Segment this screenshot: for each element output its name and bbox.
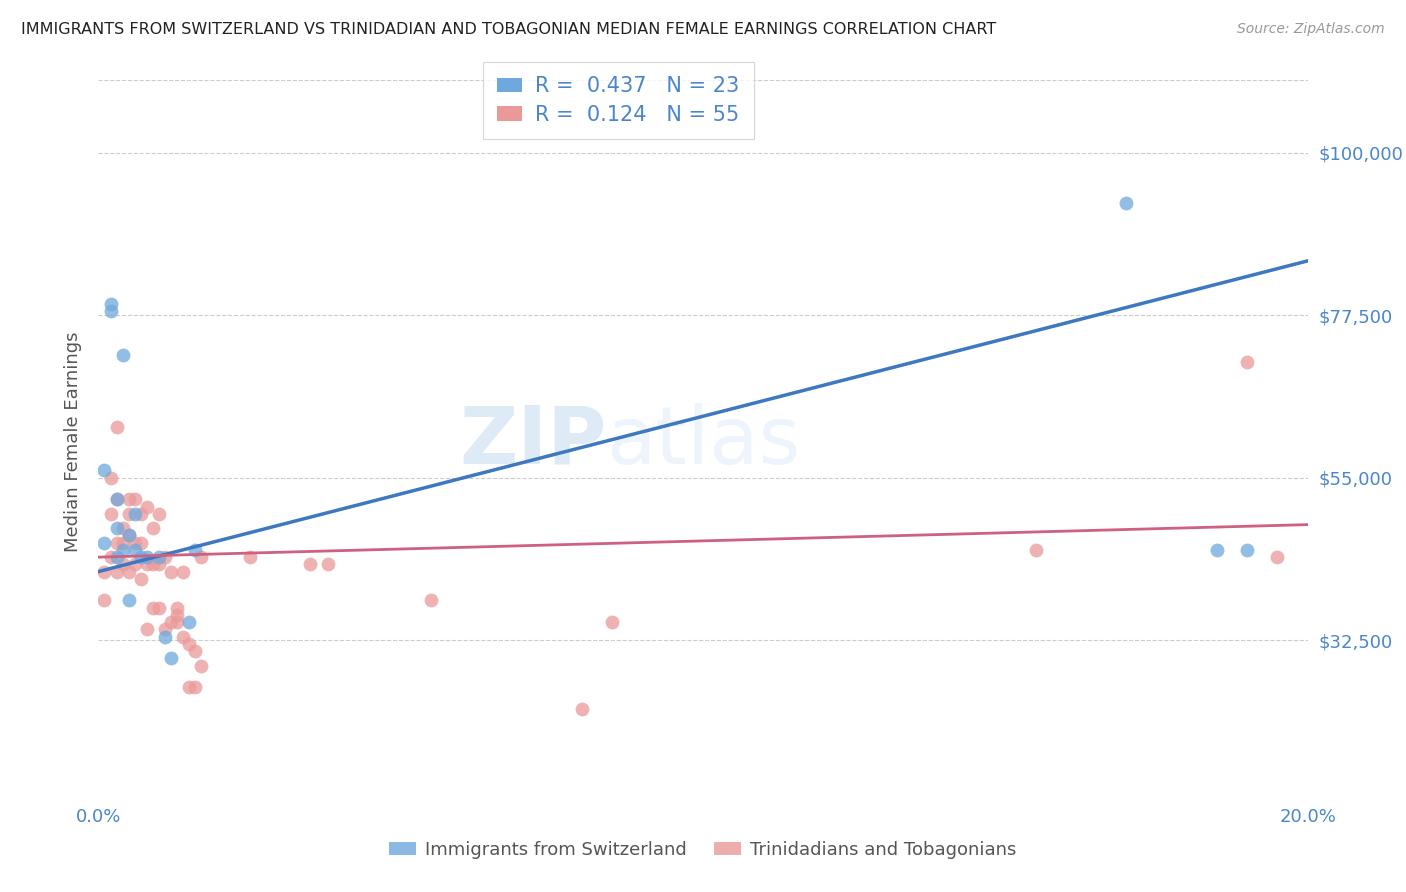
Point bbox=[571, 702, 593, 716]
Point bbox=[105, 565, 128, 579]
Point bbox=[190, 550, 212, 565]
Point bbox=[124, 542, 146, 557]
Point bbox=[172, 630, 194, 644]
Point bbox=[111, 348, 134, 362]
Point bbox=[148, 550, 170, 565]
Point bbox=[129, 572, 152, 586]
Text: IMMIGRANTS FROM SWITZERLAND VS TRINIDADIAN AND TOBAGONIAN MEDIAN FEMALE EARNINGS: IMMIGRANTS FROM SWITZERLAND VS TRINIDADI… bbox=[21, 22, 997, 37]
Point bbox=[239, 550, 262, 565]
Text: Source: ZipAtlas.com: Source: ZipAtlas.com bbox=[1237, 22, 1385, 37]
Point bbox=[100, 304, 122, 318]
Point bbox=[100, 470, 122, 484]
Point bbox=[1024, 542, 1046, 557]
Point bbox=[160, 565, 183, 579]
Point bbox=[105, 535, 128, 549]
Point bbox=[166, 615, 188, 630]
Point bbox=[129, 535, 152, 549]
Point bbox=[1236, 355, 1258, 369]
Point bbox=[179, 615, 201, 630]
Point bbox=[93, 565, 115, 579]
Point bbox=[118, 565, 141, 579]
Point bbox=[105, 420, 128, 434]
Point bbox=[118, 507, 141, 521]
Y-axis label: Median Female Earnings: Median Female Earnings bbox=[65, 331, 83, 552]
Point bbox=[111, 558, 134, 572]
Point bbox=[166, 607, 188, 622]
Point bbox=[135, 550, 157, 565]
Point bbox=[124, 535, 146, 549]
Point bbox=[111, 521, 134, 535]
Legend: Immigrants from Switzerland, Trinidadians and Tobagonians: Immigrants from Switzerland, Trinidadian… bbox=[389, 841, 1017, 859]
Point bbox=[420, 593, 443, 607]
Point bbox=[135, 623, 157, 637]
Point bbox=[118, 593, 141, 607]
Point bbox=[118, 528, 141, 542]
Point bbox=[105, 492, 128, 507]
Point bbox=[160, 615, 183, 630]
Point bbox=[142, 600, 165, 615]
Point bbox=[316, 558, 339, 572]
Point bbox=[153, 550, 176, 565]
Point bbox=[1236, 542, 1258, 557]
Point bbox=[184, 644, 207, 658]
Point bbox=[1206, 542, 1229, 557]
Point bbox=[179, 637, 201, 651]
Point bbox=[111, 542, 134, 557]
Point bbox=[190, 658, 212, 673]
Point bbox=[148, 600, 170, 615]
Point bbox=[100, 507, 122, 521]
Point bbox=[124, 558, 146, 572]
Point bbox=[93, 463, 115, 477]
Point bbox=[124, 507, 146, 521]
Point bbox=[1115, 196, 1137, 211]
Text: atlas: atlas bbox=[606, 402, 800, 481]
Point bbox=[148, 558, 170, 572]
Point bbox=[124, 492, 146, 507]
Point bbox=[153, 630, 176, 644]
Point bbox=[160, 651, 183, 665]
Point bbox=[179, 680, 201, 694]
Point bbox=[299, 558, 322, 572]
Point bbox=[184, 542, 207, 557]
Point bbox=[100, 550, 122, 565]
Point bbox=[184, 680, 207, 694]
Point bbox=[148, 507, 170, 521]
Point bbox=[105, 521, 128, 535]
Point bbox=[118, 492, 141, 507]
Point bbox=[602, 615, 624, 630]
Point bbox=[142, 558, 165, 572]
Point bbox=[153, 623, 176, 637]
Point bbox=[105, 492, 128, 507]
Point bbox=[166, 600, 188, 615]
Point bbox=[111, 535, 134, 549]
Point bbox=[105, 550, 128, 565]
Point bbox=[172, 565, 194, 579]
Text: ZIP: ZIP bbox=[458, 402, 606, 481]
Point bbox=[135, 558, 157, 572]
Point bbox=[129, 550, 152, 565]
Point bbox=[118, 528, 141, 542]
Point bbox=[129, 507, 152, 521]
Point bbox=[100, 297, 122, 311]
Point bbox=[135, 500, 157, 514]
Point bbox=[93, 593, 115, 607]
Point bbox=[142, 521, 165, 535]
Point bbox=[93, 535, 115, 549]
Point bbox=[1267, 550, 1289, 565]
